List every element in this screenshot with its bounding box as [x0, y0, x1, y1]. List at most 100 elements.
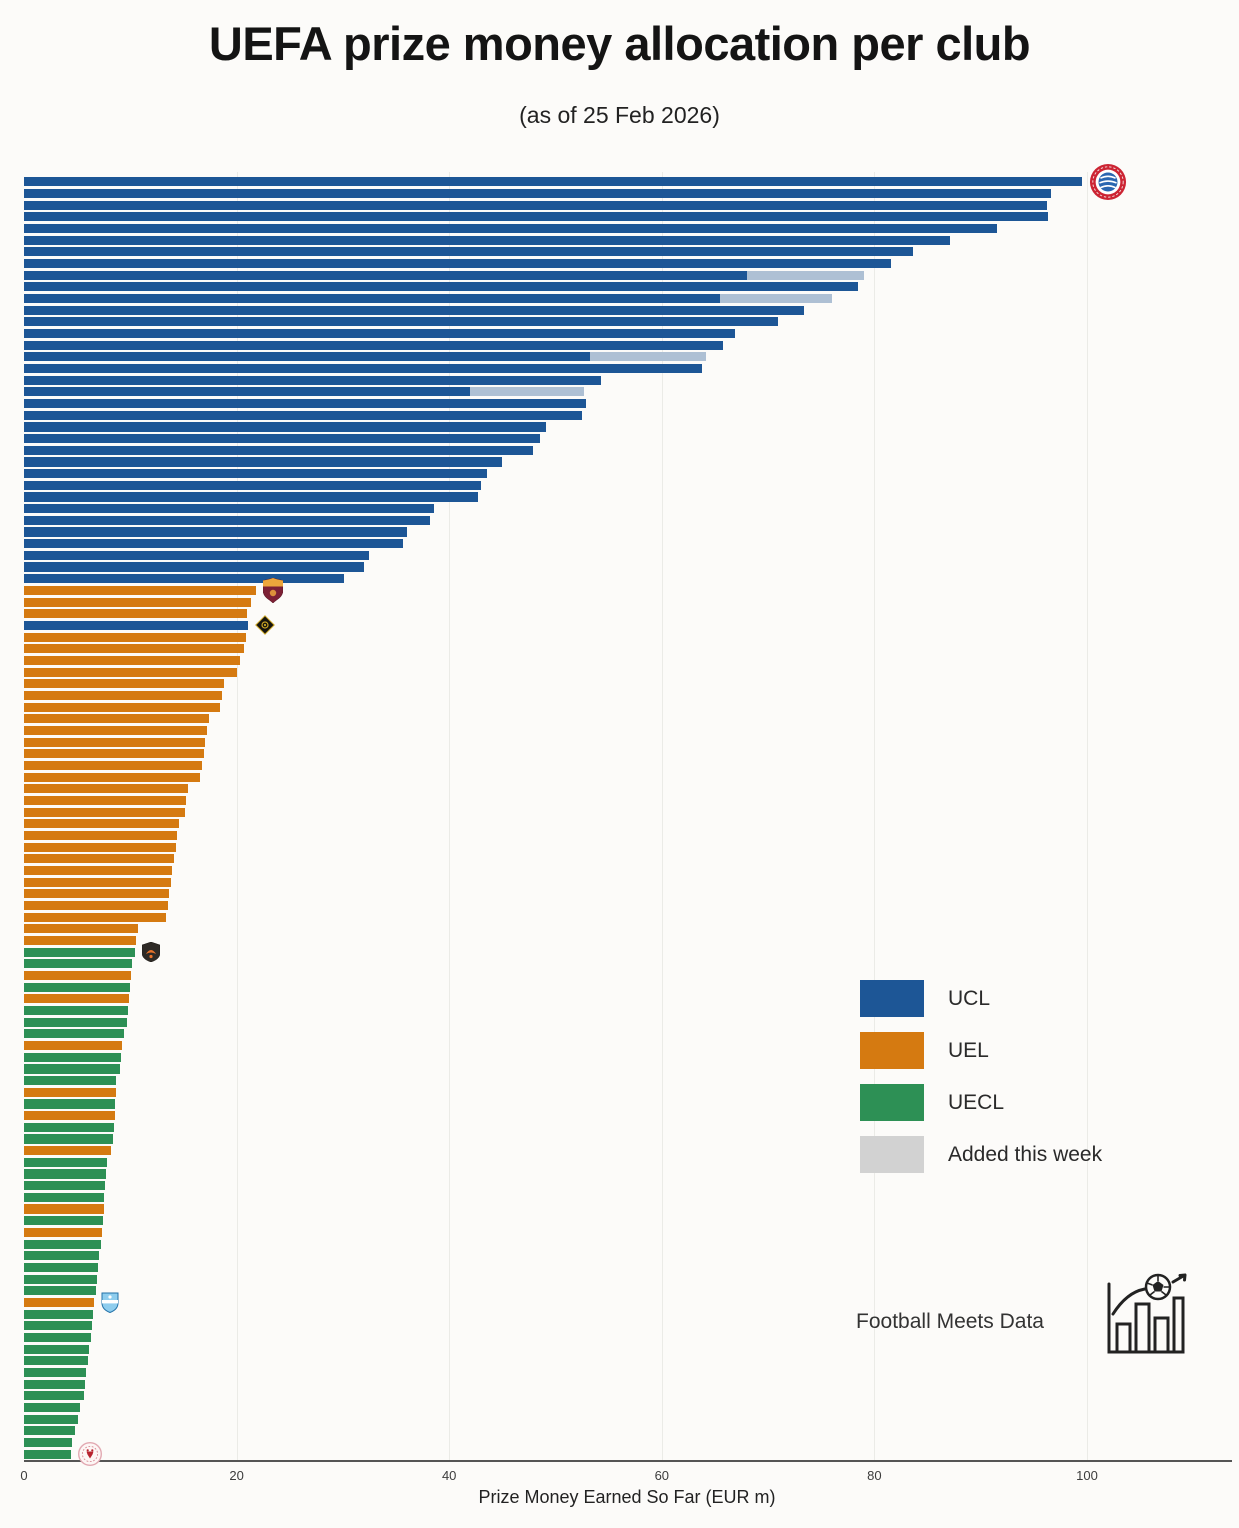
bar-ucl — [24, 515, 431, 525]
bar-ucl — [24, 364, 703, 374]
bar-uel — [24, 865, 172, 876]
bar-ucl — [24, 247, 913, 257]
bar-ucl — [24, 539, 404, 549]
gridline — [1087, 172, 1088, 1460]
legend-swatch-added — [860, 1136, 924, 1173]
bar-ucl — [24, 504, 435, 514]
bar-uecl — [24, 1099, 116, 1109]
gridline — [449, 172, 451, 1460]
bar-uecl — [24, 1379, 85, 1389]
bar-uel — [24, 1297, 95, 1307]
bar-uecl — [24, 1076, 117, 1086]
gridline — [661, 172, 663, 1460]
bar-uel — [24, 1227, 102, 1237]
bar-uel — [24, 760, 202, 770]
bar-ucl — [24, 282, 859, 292]
legend-swatch-uel — [860, 1032, 924, 1069]
bar-uecl — [24, 1437, 72, 1448]
bar-uecl — [24, 1006, 129, 1016]
x-tick-label: 40 — [441, 1468, 457, 1483]
bar-uel — [24, 994, 130, 1004]
legend-label-ucl: UCL — [948, 986, 991, 1010]
bar-ucl — [24, 270, 747, 280]
bar-ucl — [24, 200, 1047, 210]
bar-uecl — [24, 959, 133, 969]
bar-uecl — [24, 1449, 71, 1459]
bar-ucl — [24, 352, 590, 362]
bar-uecl — [24, 1157, 107, 1167]
bar-uecl — [24, 1367, 86, 1377]
bar-uel — [24, 912, 167, 922]
bar-ucl — [24, 434, 540, 444]
bar-uel — [24, 1146, 112, 1156]
bar-ucl — [24, 177, 1082, 187]
red-white-crest-logo-icon — [77, 1442, 102, 1467]
bar-added-segment — [746, 270, 864, 280]
x-axis-line — [24, 1460, 1232, 1462]
shakhtar-donetsk-logo-icon — [141, 941, 160, 963]
bar-uel — [24, 924, 138, 934]
bar-uecl — [24, 1216, 103, 1226]
as-roma-logo-icon — [262, 577, 284, 604]
bar-ucl — [24, 457, 503, 467]
bar-uel — [24, 971, 132, 981]
bar-added-segment — [589, 352, 707, 362]
bar-uecl — [24, 1262, 99, 1272]
bayern-munich-logo-icon — [1089, 163, 1127, 201]
bar-uecl — [24, 1169, 106, 1179]
gridline — [236, 172, 238, 1460]
bar-uel — [24, 807, 185, 817]
x-axis-title: Prize Money Earned So Far (EUR m) — [478, 1487, 776, 1507]
bar-ucl — [24, 480, 482, 490]
bar-ucl — [24, 329, 736, 339]
bar-uecl — [24, 1321, 93, 1331]
bar-uecl — [24, 1029, 124, 1039]
bar-ucl — [24, 422, 546, 432]
bar-uecl — [24, 1052, 121, 1062]
bar-ucl — [24, 620, 249, 630]
black-yellow-diamond-logo-icon — [255, 615, 276, 636]
x-tick-label: 0 — [20, 1468, 28, 1483]
x-tick-label: 20 — [229, 1468, 244, 1483]
x-tick-label: 80 — [867, 1468, 882, 1483]
bar-uecl — [24, 1426, 76, 1436]
legend-label-added: Added this week — [948, 1142, 1103, 1166]
bar-ucl — [24, 375, 602, 385]
legend-label-uecl: UECL — [948, 1090, 1005, 1114]
legend-swatch-uecl — [860, 1084, 924, 1121]
bar-uecl — [24, 1402, 81, 1412]
bar-uel — [24, 842, 176, 852]
malmo-ff-logo-icon — [101, 1292, 119, 1313]
bar-uel — [24, 667, 237, 677]
bar-uel — [24, 644, 245, 654]
bar-uel — [24, 830, 178, 841]
bar-uel — [24, 795, 186, 806]
bar-uecl — [24, 1017, 128, 1027]
bar-uel — [24, 714, 209, 724]
bar-uel — [24, 784, 188, 794]
bar-uel — [24, 900, 168, 911]
bar-ucl — [24, 562, 365, 572]
bar-ucl — [24, 235, 950, 245]
bar-ucl — [24, 188, 1051, 199]
bar-uecl — [24, 947, 135, 957]
bar-uecl — [24, 1064, 120, 1074]
bar-ucl — [24, 387, 471, 397]
bar-uecl — [24, 1344, 89, 1354]
bar-uecl — [24, 1122, 115, 1132]
bar-uel — [24, 936, 136, 946]
bar-ucl — [24, 410, 583, 420]
bar-uel — [24, 679, 224, 689]
bar-uecl — [24, 1181, 105, 1191]
bar-ucl — [24, 574, 344, 584]
bar-uel — [24, 1087, 117, 1097]
bar-uel — [24, 690, 222, 700]
bar-uel — [24, 1041, 122, 1051]
bar-ucl — [24, 317, 778, 327]
bar-uecl — [24, 1391, 84, 1401]
x-tick-label: 60 — [654, 1468, 670, 1483]
bar-uel — [24, 725, 207, 735]
bar-ucl — [24, 445, 534, 455]
bar-uecl — [24, 1239, 101, 1249]
